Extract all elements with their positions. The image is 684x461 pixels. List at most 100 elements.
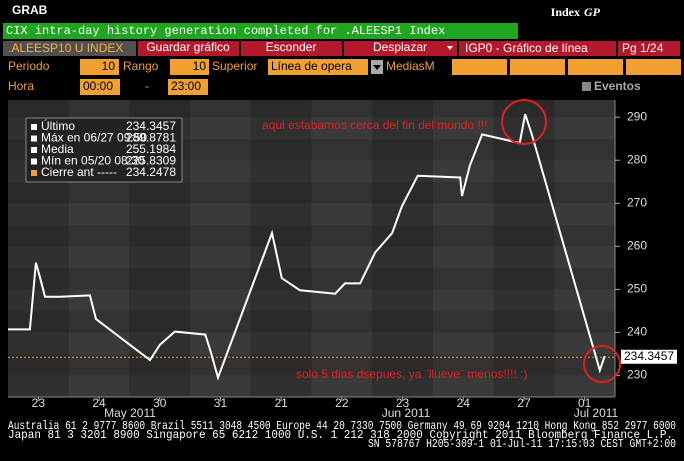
annotation: solo 5 dias dsepues, ya ¨llueve¨ menos!!… [296, 367, 527, 381]
value-band [8, 96, 615, 118]
dropdown-arrow [373, 65, 381, 70]
x-tick-label: 23 [396, 396, 410, 410]
value-band [8, 225, 615, 247]
chart-type-text: IGP0 - Gráfico de línea [465, 41, 588, 55]
value-band [8, 182, 615, 204]
button-label: Esconder [266, 40, 317, 54]
footer-line: Australia 61 2 9777 8600 Brazil 5511 304… [8, 419, 676, 433]
x-group-label: May 2011 [104, 406, 156, 420]
info-label: Último [41, 118, 75, 133]
page-field[interactable] [618, 41, 680, 56]
value-band [8, 268, 615, 290]
info-label: Cierre ant ----- [41, 165, 117, 179]
last-price-label: 234.3457 [624, 349, 674, 363]
function-prefix: Index [551, 5, 580, 19]
ticker-text: .ALEESP10 U INDEX [8, 41, 123, 55]
hour-to-input[interactable] [168, 79, 208, 95]
status-text: CIX intra-day history generation complet… [6, 24, 445, 38]
setting-label: Eventos [594, 79, 641, 93]
x-tick-label: 30 [153, 396, 167, 410]
day-band [190, 100, 251, 397]
y-tick-label: 290 [627, 109, 647, 123]
range-input[interactable] [170, 59, 209, 75]
save-button[interactable] [138, 41, 239, 56]
status-banner [3, 23, 518, 39]
footer-line: Japan 81 3 3201 8900 Singapore 65 6212 1… [8, 428, 673, 442]
y-tick-label: 240 [627, 325, 647, 339]
x-group-label: Jun 2011 [382, 406, 431, 420]
info-label: Mín en 05/20 08:30 [41, 154, 145, 168]
y-tick-label: 230 [627, 368, 647, 382]
day-band [493, 100, 555, 397]
ma-input[interactable] [568, 59, 623, 75]
setting-label: Superior [212, 59, 257, 73]
value-band [8, 311, 615, 333]
y-tick-label: 250 [627, 282, 647, 296]
ma-input[interactable] [452, 59, 507, 75]
ma-input[interactable] [626, 59, 681, 75]
input-text: 10 [193, 59, 207, 73]
info-label: Máx en 06/27 09:50 [41, 131, 147, 145]
value-band [8, 354, 615, 376]
annotation: aqui estabamos cerca del fin del mundo !… [262, 118, 487, 132]
grab-label: GRAB [12, 3, 48, 17]
hour-from-input[interactable] [80, 79, 120, 95]
function-code: GP [584, 5, 601, 19]
x-tick-label: 24 [457, 396, 471, 410]
info-box [25, 117, 183, 183]
period-input[interactable] [80, 59, 119, 75]
x-group-label: Jul 2011 [574, 406, 619, 420]
setting-label: Rango [123, 59, 159, 73]
footer-line: SN 578767 H205-309-1 01-Jul-11 17:15:03 … [368, 437, 676, 451]
page-text: Pg 1/24 [622, 41, 664, 55]
info-marker [31, 135, 37, 142]
day-band [311, 100, 373, 397]
x-tick-label: 23 [32, 396, 46, 410]
x-tick-label: 01 [578, 396, 592, 410]
ma-input[interactable] [510, 59, 565, 75]
highlight-circle [501, 99, 547, 145]
upper-input[interactable] [268, 59, 368, 75]
x-tick-label: 21 [274, 396, 288, 410]
setting-label: Periodo [8, 59, 50, 73]
ticker-field[interactable] [3, 41, 136, 56]
y-tick-label: 280 [627, 152, 647, 166]
price-line [8, 113, 606, 381]
info-value: 289.8781 [126, 131, 176, 145]
info-value: 234.3457 [126, 119, 176, 133]
chart: 230 240 250 260 270 280 290 23 24 30 31 21 22 23 24 27 0… [8, 96, 677, 410]
chart-type-field[interactable] [459, 41, 616, 56]
day-band [432, 100, 494, 397]
input-text: Línea de opera [271, 59, 352, 73]
info-marker [31, 158, 37, 165]
events-checkbox[interactable] [582, 82, 591, 91]
button-label: Desplazar [373, 40, 427, 54]
x-tick-label: 22 [335, 396, 349, 410]
day-band [372, 100, 433, 397]
y-tick-label: 260 [627, 239, 647, 253]
input-text: 10 [102, 59, 116, 73]
day-band [250, 100, 312, 397]
separator: - [145, 79, 149, 93]
info-marker [31, 147, 37, 153]
input-text: 00:00 [83, 79, 113, 93]
y-tick-label: 270 [627, 195, 647, 209]
info-marker [31, 124, 37, 130]
x-tick-label: 31 [214, 396, 228, 410]
info-marker [31, 170, 37, 176]
setting-label: MediasM [386, 59, 435, 73]
info-label: Media [41, 142, 74, 156]
x-tick-label: 27 [517, 396, 531, 410]
info-value: 225.8309 [126, 154, 176, 168]
button-label: Guardar gráfico [146, 40, 230, 54]
highlight-circle [583, 345, 621, 383]
x-tick-label: 24 [92, 396, 106, 410]
scroll-button[interactable] [344, 41, 457, 56]
last-price-box [621, 349, 677, 364]
hide-button[interactable] [241, 41, 342, 56]
info-value: 234.2478 [126, 165, 176, 179]
input-text: 23:00 [171, 79, 201, 93]
setting-label: Hora [8, 79, 34, 93]
